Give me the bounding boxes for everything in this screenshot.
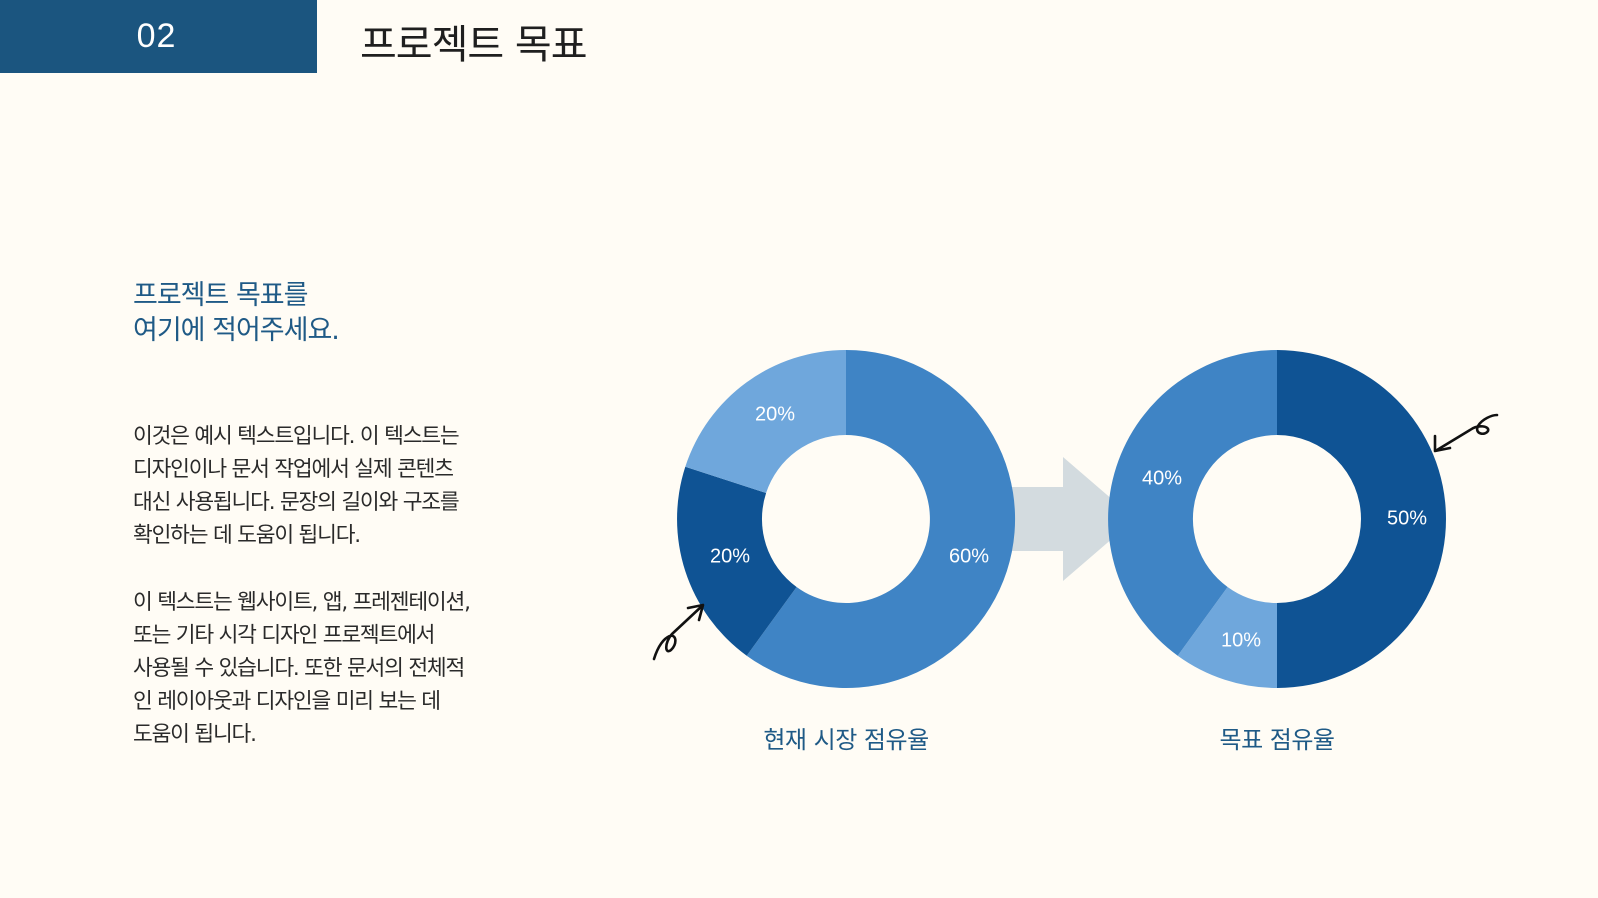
section-number-box: 02 [0,0,317,73]
label-current-20-light: 20% [755,403,795,425]
hand-drawn-arrow-icon [652,603,705,661]
segment-current-20-dark [677,466,797,656]
section-number: 02 [136,17,177,55]
segment-target-40 [1108,350,1277,656]
label-target-40: 40% [1142,467,1182,489]
segment-current-20-light [685,350,846,493]
segment-target-10 [1177,587,1277,688]
label-target-10: 10% [1221,629,1261,651]
body-paragraph-1: 이것은 예시 텍스트입니다. 이 텍스트는 디자인이나 문서 작업에서 실제 콘… [133,424,460,548]
right-arrow-icon [1000,457,1135,581]
label-current-60: 60% [949,545,989,567]
subtitle: 프로젝트 목표를 여기에 적어주세요. [133,280,340,346]
hand-drawn-arrow-icon [1433,413,1499,453]
page-title: 프로젝트 목표 [360,22,588,68]
donut-current: 60% 20% 20% [677,350,1016,688]
body-paragraph-2: 이 텍스트는 웹사이트, 앱, 프레젠테이션, 또는 기타 시각 디자인 프로젝… [133,590,471,747]
donut-target: 50% 10% 40% [1108,350,1446,688]
caption-target-share: 목표 점유율 [1219,726,1335,754]
segment-current-60 [746,350,1016,688]
label-current-20-dark: 20% [710,545,750,567]
segment-target-50 [1277,350,1446,688]
caption-current-share: 현재 시장 점유율 [763,726,929,754]
label-target-50: 50% [1387,507,1427,529]
